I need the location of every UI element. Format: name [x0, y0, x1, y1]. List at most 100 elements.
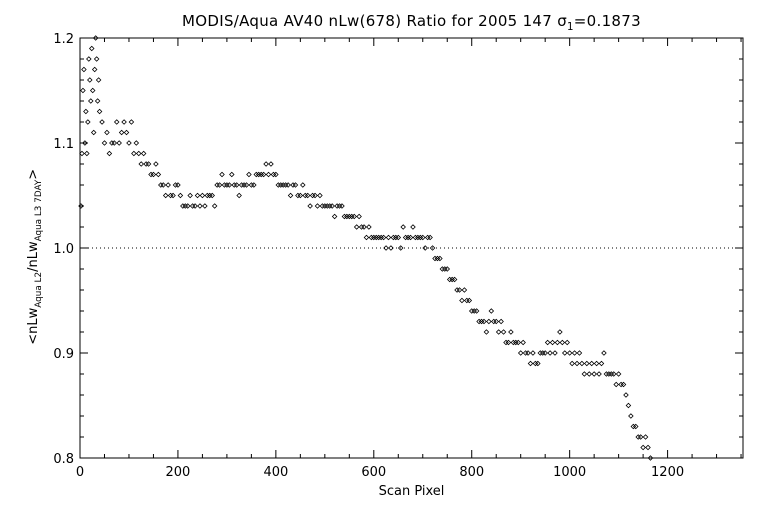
- data-point: [488, 308, 495, 314]
- data-point: [593, 360, 600, 367]
- data-point: [263, 161, 269, 167]
- data-point: [632, 423, 639, 430]
- data-point: [554, 339, 561, 346]
- data-point: [150, 171, 157, 178]
- x-tick-label: 200: [166, 465, 191, 480]
- title-sigma-symbol: σ: [557, 12, 567, 30]
- data-point: [94, 98, 101, 104]
- data-point: [552, 350, 558, 356]
- data-point: [461, 287, 468, 293]
- data-point: [366, 224, 372, 230]
- title-sigma-value: =0.1873: [573, 12, 641, 30]
- data-point: [397, 245, 404, 251]
- title-main: MODIS/Aqua AV40 nLw(678) Ratio for 2005 …: [182, 12, 558, 30]
- data-point: [486, 318, 492, 325]
- data-point: [422, 245, 428, 251]
- data-point: [637, 434, 644, 440]
- y-tick-label: 0.8: [53, 452, 74, 467]
- data-point: [246, 171, 252, 178]
- data-point: [273, 171, 279, 178]
- data-point: [395, 234, 402, 241]
- data-point: [530, 350, 536, 356]
- data-point: [356, 213, 362, 220]
- data-point: [101, 140, 108, 146]
- data-point: [209, 192, 215, 199]
- data-point: [219, 171, 225, 178]
- y-tick-label: 1.2: [53, 32, 74, 47]
- data-point: [542, 350, 548, 356]
- data-point: [500, 329, 507, 335]
- y-tick-label: 1.1: [53, 137, 74, 152]
- data-point: [473, 308, 480, 314]
- data-point: [106, 150, 113, 157]
- data-point: [613, 381, 619, 388]
- data-point: [383, 245, 389, 251]
- data-point: [229, 171, 235, 178]
- data-point: [584, 360, 590, 367]
- y-axis-ticks: 0.8 0.9 1.0 1.1 1.2: [53, 32, 743, 467]
- data-point: [131, 150, 137, 157]
- data-point: [388, 245, 394, 251]
- data-point: [527, 360, 534, 367]
- data-point: [175, 182, 181, 188]
- data-point: [317, 192, 323, 199]
- data-point: [233, 182, 240, 188]
- x-tick-label: 1200: [651, 465, 684, 480]
- data-point: [123, 129, 130, 136]
- data-point: [483, 329, 490, 335]
- data-point: [135, 150, 142, 157]
- x-tick-label: 0: [76, 465, 84, 480]
- data-point: [645, 444, 651, 451]
- data-point: [437, 255, 443, 262]
- data-point: [199, 192, 206, 199]
- data-point: [155, 171, 162, 178]
- data-point: [407, 234, 414, 241]
- data-point: [331, 213, 338, 220]
- data-point: [419, 234, 426, 241]
- data-point: [547, 350, 553, 356]
- data-point: [138, 161, 144, 167]
- data-point: [99, 119, 105, 125]
- data-point: [615, 371, 622, 377]
- data-point: [265, 171, 272, 178]
- data-point: [226, 182, 233, 188]
- data-point: [87, 77, 93, 83]
- data-point: [410, 224, 416, 230]
- data-point: [535, 360, 541, 367]
- data-point: [581, 371, 588, 377]
- y-label-open: <nLw: [26, 307, 42, 345]
- data-point: [444, 266, 451, 272]
- data-point: [184, 203, 191, 209]
- y-label-close: >: [26, 168, 42, 180]
- data-point: [216, 182, 223, 188]
- data-point: [192, 203, 198, 209]
- y-label-mid: /nLw: [26, 241, 42, 272]
- data-point: [586, 371, 593, 377]
- data-point: [429, 245, 436, 251]
- data-point: [104, 129, 110, 136]
- data-point: [363, 234, 370, 241]
- data-point: [451, 276, 458, 283]
- data-point: [211, 203, 218, 209]
- data-point: [505, 339, 512, 346]
- data-point: [361, 224, 367, 230]
- data-point: [498, 318, 504, 325]
- data-point: [162, 192, 169, 199]
- x-axis-label: Scan Pixel: [378, 484, 445, 499]
- data-point: [598, 360, 605, 367]
- data-point: [640, 444, 646, 451]
- data-point: [202, 203, 208, 209]
- data-point: [116, 140, 122, 146]
- data-point: [549, 339, 556, 346]
- data-point: [89, 87, 96, 94]
- data-point: [126, 140, 132, 146]
- data-point: [93, 56, 100, 62]
- data-point: [85, 119, 91, 125]
- data-point: [91, 66, 98, 73]
- data-point: [569, 360, 575, 367]
- y-axis-label: <nLwAqua L2/nLwAqua L3 7DAY>: [26, 87, 44, 427]
- data-point: [84, 150, 90, 157]
- data-point: [312, 192, 318, 199]
- data-point: [90, 129, 97, 136]
